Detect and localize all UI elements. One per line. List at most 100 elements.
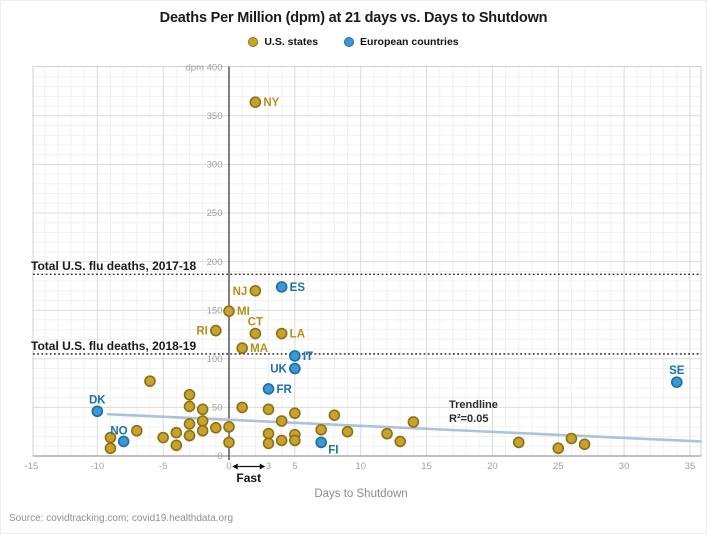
point-fr [262, 383, 275, 395]
point-se [670, 376, 683, 388]
point-label-ri: RI [196, 326, 208, 338]
legend-item-european-countries: European countries [344, 36, 459, 48]
y-tick-label-200: 200 [207, 257, 223, 268]
point-ct [249, 327, 262, 340]
x-tick-label-30: 30 [619, 461, 630, 472]
x-tick-label-5: 5 [292, 461, 297, 472]
grid-major [33, 66, 701, 456]
y-tick-label-50: 50 [212, 403, 223, 414]
point-label-es: ES [290, 282, 306, 294]
data-point [552, 442, 565, 455]
data-point [315, 423, 327, 436]
us-states-legend-dot [248, 37, 259, 47]
y-tick-label-100: 100 [207, 354, 223, 365]
x-tick-label-25: 25 [553, 461, 564, 472]
point-label-it: IT [303, 351, 313, 363]
data-point [170, 426, 183, 439]
arrow-right-head [259, 463, 266, 470]
point-no [117, 435, 130, 448]
trendline-label: Trendline [449, 399, 498, 411]
series-european-countries: DK NO FR ES IT UK FI SE [89, 281, 685, 456]
point-ma [236, 342, 248, 354]
data-point [262, 403, 275, 416]
fast-label: Fast [236, 471, 261, 485]
data-point [196, 403, 209, 416]
x-tick-label-35: 35 [685, 461, 696, 472]
source-note: Source: covidtracking.com; covid19.healt… [9, 513, 234, 524]
data-point [275, 434, 288, 447]
data-point [578, 438, 591, 451]
data-point [223, 421, 235, 433]
x-tick-label--10: -10 [90, 461, 104, 472]
point-label-nj: NJ [233, 286, 248, 298]
point-fi [315, 436, 327, 449]
y-tick-label-150: 150 [207, 305, 223, 316]
data-point [131, 424, 143, 437]
data-point [236, 401, 248, 414]
data-point [289, 434, 301, 447]
data-point [289, 407, 301, 420]
data-point [512, 436, 525, 449]
data-point [104, 442, 117, 455]
data-point [223, 436, 235, 449]
point-nj [249, 284, 262, 297]
fast-annotation: Fast [232, 463, 266, 485]
point-label-se: SE [669, 365, 685, 377]
point-label-ct: CT [248, 317, 263, 329]
x-tick-label-10: 10 [355, 461, 366, 472]
point-label-fr: FR [277, 384, 293, 396]
point-mi [223, 305, 235, 317]
european-countries-legend-dot [344, 37, 355, 47]
point-ri [210, 324, 222, 337]
data-point [183, 418, 196, 430]
data-point [341, 425, 354, 438]
point-es [275, 281, 288, 293]
point-label-ny: NY [263, 97, 279, 109]
data-point [183, 388, 196, 401]
data-point [381, 427, 393, 440]
x-tick-label-20: 20 [487, 461, 498, 472]
legend-label-european-countries: European countries [360, 36, 459, 48]
flu-reference-label-0: Total U.S. flu deaths, 2017-18 [31, 259, 196, 273]
point-la [275, 327, 288, 340]
x-tick-label-3: 3 [266, 461, 271, 472]
flu-reference-lines: Total U.S. flu deaths, 2017-18 Total U.S.… [31, 259, 701, 355]
point-label-uk: UK [270, 364, 287, 376]
x-tick-label--5: -5 [159, 461, 167, 472]
y-tick-label-0: 0 [217, 451, 222, 462]
legend-label-us-states: U.S. states [264, 36, 319, 48]
point-label-mi: MI [237, 306, 250, 318]
point-ny [249, 96, 262, 108]
data-point [183, 429, 196, 442]
data-point [210, 422, 222, 434]
x-tick-label--15: -15 [25, 461, 39, 472]
arrow-left-head [232, 463, 238, 470]
data-point [407, 416, 420, 428]
flu-reference-label-1: Total U.S. flu deaths, 2018-19 [31, 339, 196, 353]
point-label-no: NO [110, 425, 127, 437]
legend-item-us-states: U.S. states [248, 36, 318, 48]
data-point [262, 437, 275, 450]
point-label-la: LA [290, 329, 305, 341]
y-tick-label-300: 300 [207, 160, 223, 171]
x-tick-label-0: 0 [226, 461, 231, 472]
y-tick-label-400: dpm 400 [186, 62, 223, 73]
data-point [183, 400, 196, 413]
data-point [170, 439, 183, 452]
legend: U.S. states European countries [1, 36, 706, 48]
data-point [196, 415, 209, 427]
chart-title: Deaths Per Million (dpm) at 21 days vs. … [159, 10, 548, 26]
data-point [157, 431, 169, 444]
point-it [289, 350, 301, 362]
point-uk [289, 362, 301, 375]
data-point [275, 415, 288, 427]
y-tick-label-350: 350 [207, 111, 223, 122]
data-point [144, 375, 156, 387]
x-axis-ticks: -15 -10 -5 0 3 5 10 15 20 25 30 35 [25, 461, 696, 472]
point-label-ma: MA [250, 343, 268, 355]
data-point [196, 424, 209, 437]
point-dk [91, 405, 104, 418]
